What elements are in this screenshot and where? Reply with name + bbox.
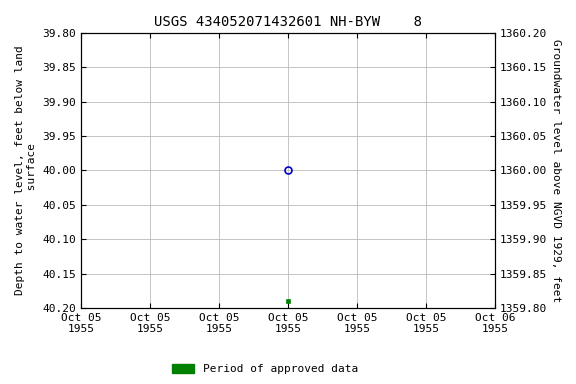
Legend: Period of approved data: Period of approved data [168, 359, 362, 379]
Y-axis label: Depth to water level, feet below land
 surface: Depth to water level, feet below land su… [15, 46, 37, 295]
Y-axis label: Groundwater level above NGVD 1929, feet: Groundwater level above NGVD 1929, feet [551, 39, 561, 302]
Title: USGS 434052071432601 NH-BYW    8: USGS 434052071432601 NH-BYW 8 [154, 15, 422, 29]
